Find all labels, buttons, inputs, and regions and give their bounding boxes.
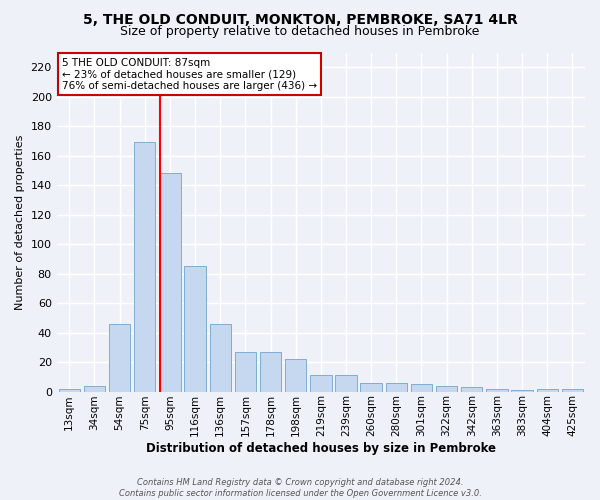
Bar — [461, 387, 482, 392]
Bar — [285, 359, 307, 392]
Text: 5 THE OLD CONDUIT: 87sqm
← 23% of detached houses are smaller (129)
76% of semi-: 5 THE OLD CONDUIT: 87sqm ← 23% of detach… — [62, 58, 317, 91]
Bar — [184, 266, 206, 392]
Bar — [411, 384, 432, 392]
Text: Size of property relative to detached houses in Pembroke: Size of property relative to detached ho… — [121, 25, 479, 38]
Bar — [59, 388, 80, 392]
Bar — [109, 324, 130, 392]
Bar — [335, 376, 356, 392]
Bar — [260, 352, 281, 392]
Bar — [235, 352, 256, 392]
Bar — [159, 174, 181, 392]
Bar — [386, 382, 407, 392]
Bar — [536, 388, 558, 392]
X-axis label: Distribution of detached houses by size in Pembroke: Distribution of detached houses by size … — [146, 442, 496, 455]
Bar — [486, 388, 508, 392]
Bar — [310, 376, 332, 392]
Bar — [361, 382, 382, 392]
Bar — [209, 324, 231, 392]
Bar — [134, 142, 155, 392]
Bar — [436, 386, 457, 392]
Bar — [84, 386, 105, 392]
Bar — [562, 388, 583, 392]
Text: 5, THE OLD CONDUIT, MONKTON, PEMBROKE, SA71 4LR: 5, THE OLD CONDUIT, MONKTON, PEMBROKE, S… — [83, 12, 517, 26]
Y-axis label: Number of detached properties: Number of detached properties — [15, 134, 25, 310]
Text: Contains HM Land Registry data © Crown copyright and database right 2024.
Contai: Contains HM Land Registry data © Crown c… — [119, 478, 481, 498]
Bar — [511, 390, 533, 392]
